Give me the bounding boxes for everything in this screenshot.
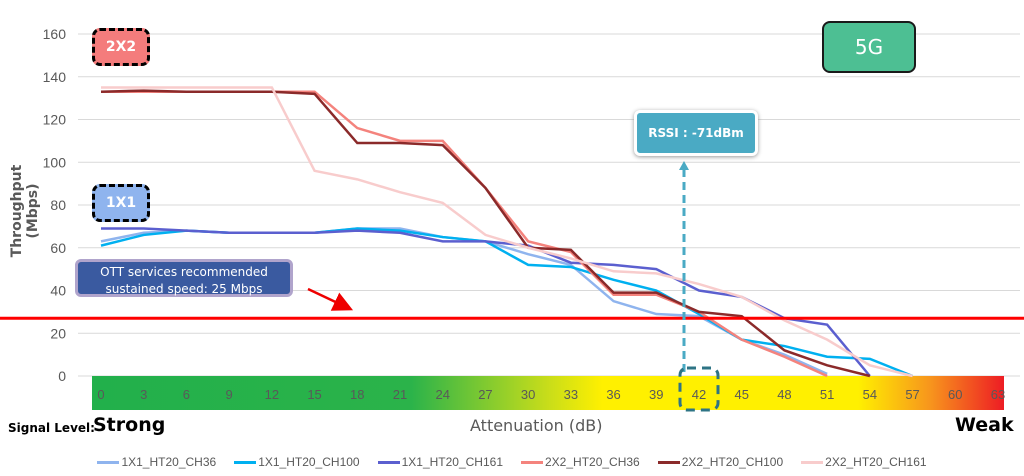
weak-label: Weak bbox=[955, 414, 1014, 436]
y-tick-label: 40 bbox=[50, 283, 66, 299]
arrow-up-icon bbox=[679, 161, 689, 170]
x-tick-label: 54 bbox=[863, 387, 877, 402]
x-tick-label: 18 bbox=[350, 387, 364, 402]
legend-label: 2X2_HT20_CH161 bbox=[825, 455, 927, 469]
ott-note: OTT services recommended sustained speed… bbox=[75, 259, 293, 297]
badge-5g: 5G bbox=[822, 21, 916, 73]
x-tick-label: 45 bbox=[734, 387, 748, 402]
x-tick-label: 9 bbox=[226, 387, 233, 402]
x-tick-label: 6 bbox=[183, 387, 190, 402]
legend-item: 1X1_HT20_CH36 bbox=[97, 455, 216, 469]
signal-gradient-bar bbox=[92, 376, 1004, 410]
series-line-2X2_HT20_CH161 bbox=[101, 86, 913, 378]
legend-swatch bbox=[521, 460, 543, 464]
legend-label: 2X2_HT20_CH36 bbox=[545, 455, 640, 469]
x-tick-label: 30 bbox=[521, 387, 535, 402]
y-tick-label: 0 bbox=[58, 368, 66, 384]
x-tick-label: 36 bbox=[606, 387, 620, 402]
x-tick-label: 51 bbox=[820, 387, 834, 402]
series-line-2X2_HT20_CH100 bbox=[100, 89, 871, 378]
badge-1x1: 1X1 bbox=[92, 184, 150, 222]
legend-item: 1X1_HT20_CH161 bbox=[377, 455, 503, 469]
x-tick-label: 48 bbox=[777, 387, 791, 402]
x-tick-label: 21 bbox=[393, 387, 407, 402]
x-tick-label: 42 bbox=[692, 387, 706, 402]
x-tick-label: 27 bbox=[478, 387, 492, 402]
x-tick-label: 0 bbox=[97, 387, 104, 402]
y-tick-label: 100 bbox=[43, 154, 67, 170]
strong-label: Strong bbox=[93, 414, 166, 436]
y-tick-label: 160 bbox=[43, 26, 67, 42]
legend-label: 1X1_HT20_CH36 bbox=[121, 455, 217, 469]
legend-label: 2X2_HT20_CH100 bbox=[681, 455, 784, 469]
legend-item: 1X1_HT20_CH100 bbox=[234, 455, 360, 469]
y-tick-label: 20 bbox=[50, 325, 66, 341]
legend-label: 1X1_HT20_CH161 bbox=[401, 455, 503, 469]
y-tick-label: 140 bbox=[43, 69, 67, 85]
highlight-box-42 bbox=[678, 366, 720, 412]
legend-swatch bbox=[657, 460, 680, 464]
x-tick-label: 33 bbox=[564, 387, 578, 402]
legend: 1X1_HT20_CH36 1X1_HT20_CH100 1X1_HT20_CH16… bbox=[0, 455, 1024, 469]
x-tick-label: 57 bbox=[905, 387, 919, 402]
x-tick-label: 3 bbox=[140, 387, 147, 402]
y-tick-label: 60 bbox=[50, 240, 66, 256]
arrow-icon bbox=[307, 287, 354, 311]
series-line-1X1_HT20_CH36 bbox=[100, 227, 828, 376]
legend-swatch bbox=[234, 460, 257, 464]
x-tick-label: 12 bbox=[265, 387, 279, 402]
legend-item: 2X2_HT20_CH36 bbox=[521, 455, 640, 469]
y-axis-label: Throughput (Mbps) bbox=[9, 164, 41, 258]
ott-note-line1: OTT services recommended bbox=[100, 265, 268, 279]
legend-swatch bbox=[97, 460, 120, 464]
ott-note-line2: sustained speed: 25 Mbps bbox=[105, 282, 263, 296]
x-tick-label: 60 bbox=[948, 387, 962, 402]
legend-label: 1X1_HT20_CH100 bbox=[258, 455, 360, 469]
rssi-callout: RSSI : -71dBm bbox=[634, 110, 758, 156]
y-tick-label: 120 bbox=[43, 112, 67, 128]
badge-2x2: 2X2 bbox=[92, 28, 150, 66]
x-axis-label: Attenuation (dB) bbox=[470, 416, 603, 435]
signal-level-label: Signal Level: bbox=[8, 421, 95, 435]
legend-swatch bbox=[377, 460, 400, 464]
legend-swatch bbox=[801, 460, 824, 464]
legend-item: 2X2_HT20_CH100 bbox=[657, 455, 784, 469]
x-tick-label: 24 bbox=[435, 387, 449, 402]
series-line-1X1_HT20_CH161 bbox=[101, 227, 871, 377]
x-tick-label: 15 bbox=[307, 387, 321, 402]
y-tick-label: 80 bbox=[50, 197, 66, 213]
x-tick-label: 63 bbox=[991, 387, 1005, 402]
legend-item: 2X2_HT20_CH161 bbox=[801, 455, 927, 469]
x-tick-label: 39 bbox=[649, 387, 663, 402]
